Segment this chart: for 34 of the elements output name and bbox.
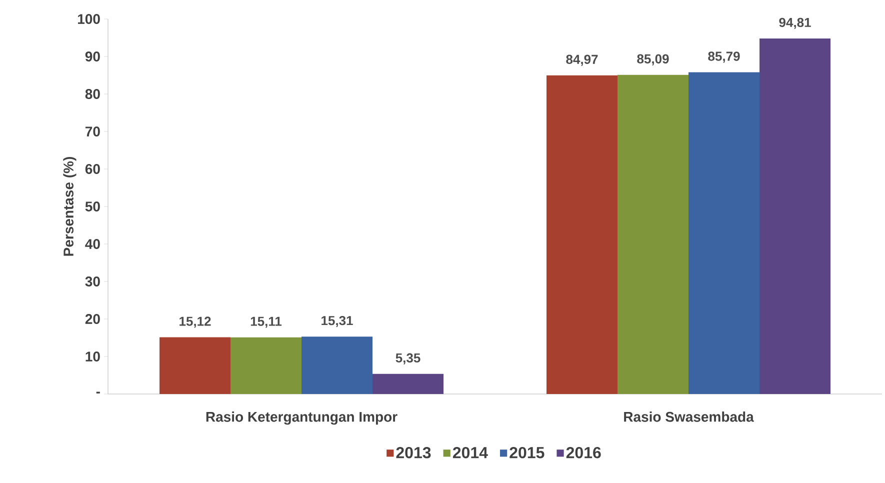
y-tick-label: -	[96, 392, 100, 394]
bar	[688, 72, 760, 394]
bar	[760, 38, 831, 394]
data-label: 5,35	[396, 353, 420, 364]
data-label: 15,31	[322, 316, 353, 328]
bar	[372, 374, 444, 394]
y-axis-title: Persentase (%)	[63, 157, 76, 256]
y-tick-label: 100	[78, 14, 100, 24]
legend-label: 2014	[452, 446, 488, 458]
y-tick-label: 10	[86, 352, 100, 362]
legend-label: 2016	[566, 446, 601, 458]
legend-label: 2015	[510, 446, 544, 458]
bar	[230, 337, 302, 394]
y-tick-label: 20	[85, 314, 100, 324]
y-tick-label: 30	[85, 276, 100, 286]
y-tick-label: 50	[85, 202, 100, 212]
x-tick-label: Rasio Swasembada	[624, 412, 754, 422]
bar	[160, 337, 231, 394]
bar	[302, 336, 373, 394]
y-tick-label: 90	[85, 52, 100, 62]
x-tick-label: Rasio Ketergantungan Impor	[206, 412, 398, 425]
y-tick-label: 80	[85, 89, 100, 99]
data-label: 85,79	[708, 52, 740, 63]
data-label: 84,97	[566, 54, 598, 66]
bar	[618, 74, 689, 394]
y-tick-label: 60	[85, 164, 100, 174]
bar	[546, 75, 618, 394]
data-label: 15,12	[180, 316, 211, 328]
legend-label: 2013	[396, 446, 431, 458]
data-label: 94,81	[779, 18, 811, 29]
y-tick-label: 40	[85, 239, 100, 249]
y-tick-label: 70	[85, 126, 100, 136]
data-label: 85,09	[637, 54, 669, 66]
data-label: 15,11	[250, 316, 282, 328]
